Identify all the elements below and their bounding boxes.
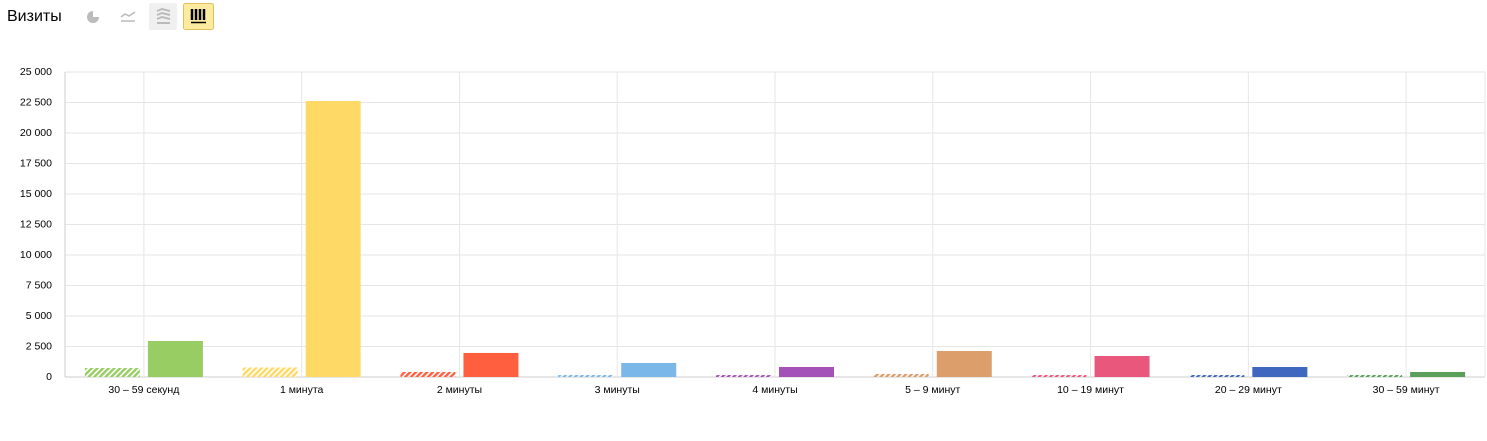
comparison-bar — [716, 375, 771, 377]
bar — [936, 351, 992, 377]
line-button[interactable] — [120, 11, 136, 22]
x-tick-label: 3 минуты — [595, 384, 640, 396]
comparison-bar — [242, 367, 298, 377]
y-tick-label: 0 — [46, 371, 52, 383]
bar — [1094, 356, 1150, 377]
bar — [147, 341, 203, 377]
bar — [1410, 371, 1466, 377]
bar — [779, 366, 834, 377]
bar-button[interactable] — [183, 3, 214, 30]
pie-button[interactable] — [87, 11, 99, 23]
y-tick-label: 7 500 — [26, 279, 52, 291]
bar — [621, 362, 677, 377]
x-tick-label: 10 – 19 минут — [1057, 384, 1124, 396]
comparison-bar — [1031, 375, 1087, 377]
bar — [463, 352, 519, 377]
bar — [1252, 366, 1308, 377]
comparison-bar — [558, 375, 614, 377]
area-button[interactable] — [149, 3, 177, 30]
y-tick-label: 22 500 — [20, 96, 52, 108]
comparison-bar — [1347, 375, 1403, 377]
bar — [305, 101, 361, 377]
y-tick-label: 15 000 — [20, 188, 52, 200]
x-tick-label: 20 – 29 минут — [1215, 384, 1282, 396]
y-tick-label: 20 000 — [20, 127, 52, 139]
comparison-bar — [873, 373, 929, 377]
x-tick-label: 4 минуты — [752, 384, 797, 396]
y-tick-label: 5 000 — [26, 310, 52, 322]
comparison-bar — [400, 371, 456, 377]
y-tick-label: 2 500 — [26, 340, 52, 352]
x-tick-label: 30 – 59 секунд — [108, 384, 179, 396]
comparison-bar — [84, 367, 140, 377]
x-tick-label: 2 минуты — [437, 384, 482, 396]
comparison-bar — [1189, 375, 1245, 377]
y-tick-label: 10 000 — [20, 249, 52, 261]
x-tick-label: 1 минута — [280, 384, 324, 396]
y-tick-label: 25 000 — [20, 66, 52, 78]
y-tick-label: 12 500 — [20, 218, 52, 230]
x-tick-label: 5 – 9 минут — [905, 384, 960, 396]
chart-title: Визиты — [7, 8, 62, 25]
y-tick-label: 17 500 — [20, 157, 52, 169]
x-tick-label: 30 – 59 минут — [1373, 384, 1440, 396]
